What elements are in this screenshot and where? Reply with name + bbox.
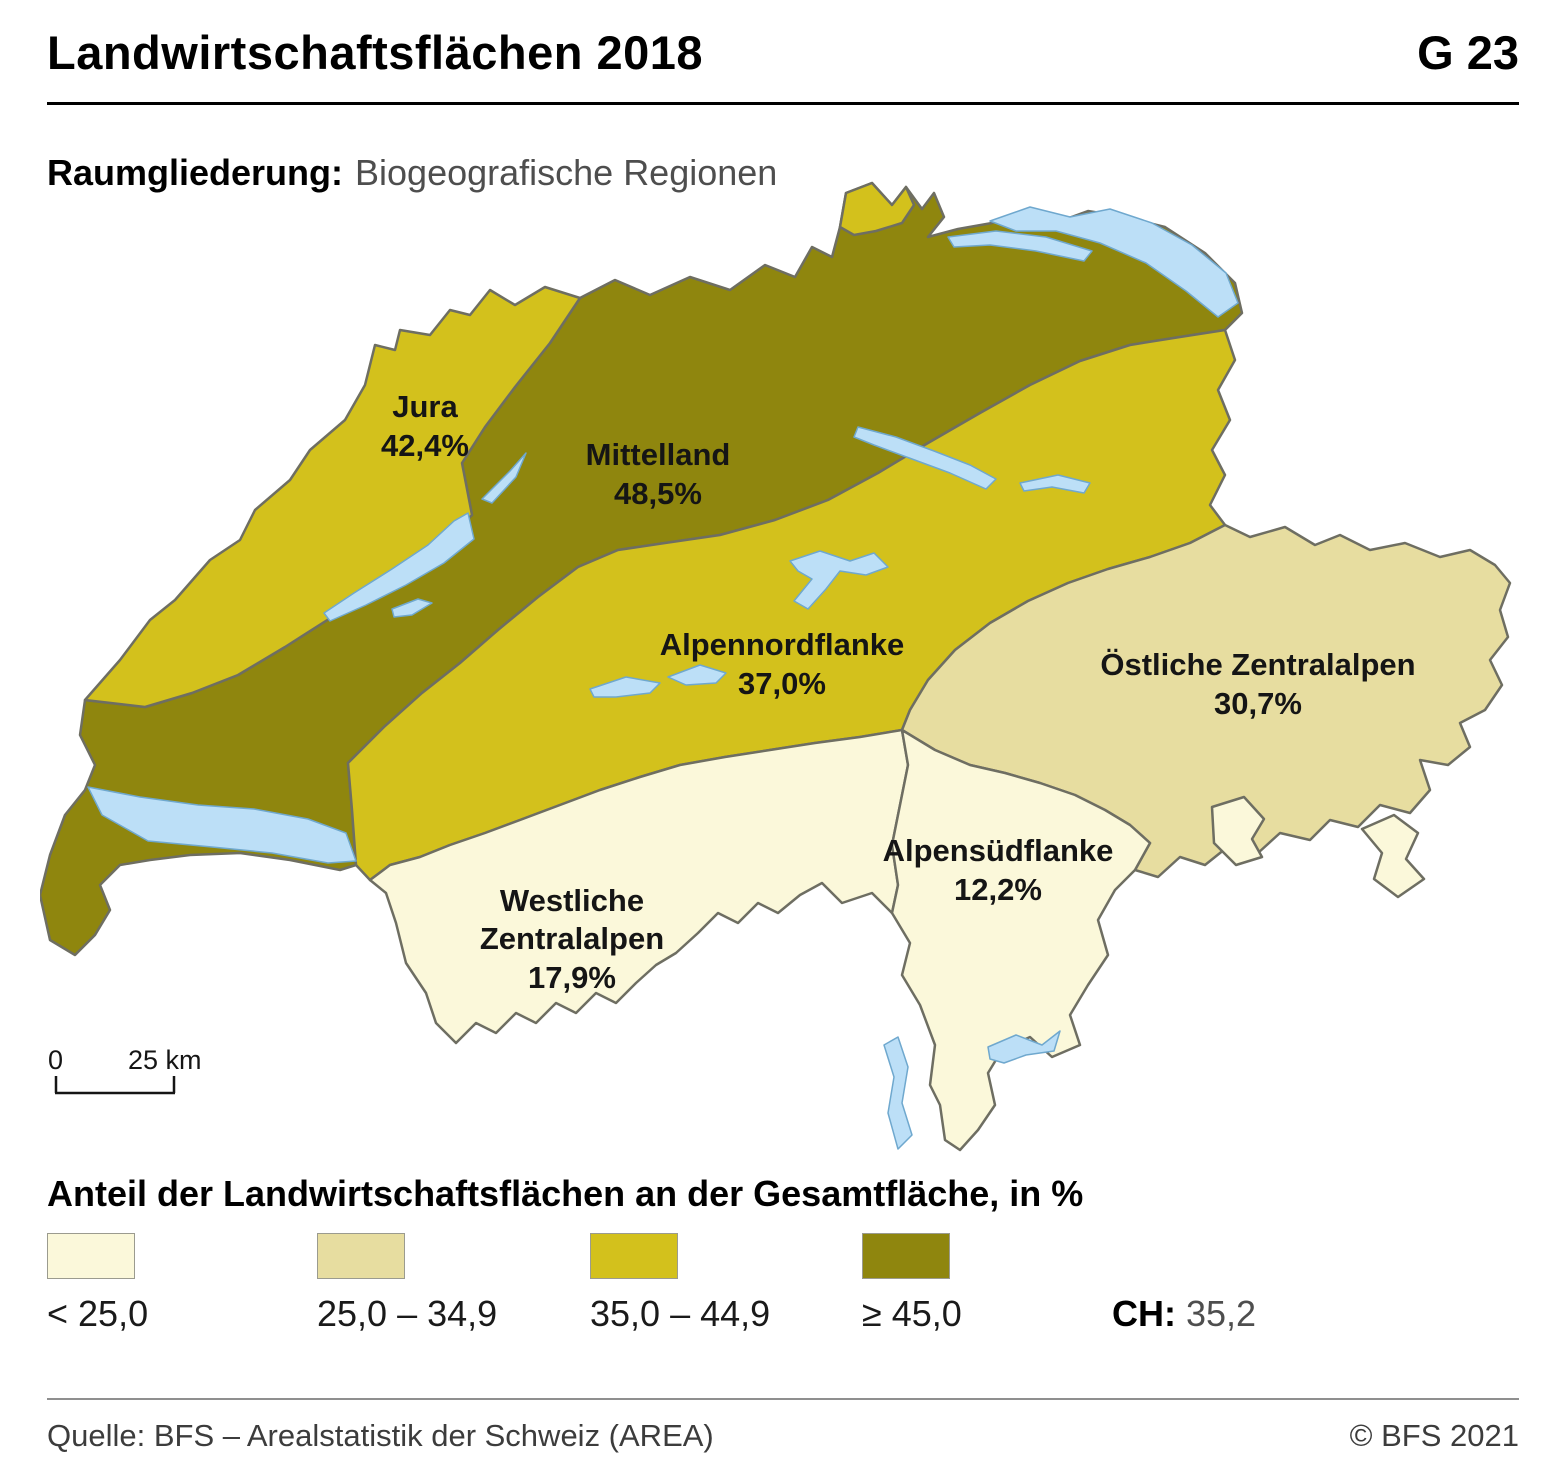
- region-westliche-zentralalpen: [368, 728, 910, 1045]
- label-westliche-zentralalpen-line1: Westliche: [500, 883, 644, 918]
- region-jura-exclave-schaffhausen: [838, 181, 916, 237]
- lake-constance-untersee: [947, 230, 1093, 262]
- scale-bar: 0 25 km: [48, 1045, 202, 1095]
- label-westliche-zentralalpen-line2: Zentralalpen: [480, 921, 664, 956]
- legend-swatch-lt-25: [47, 1233, 135, 1279]
- lake-walensee: [1019, 474, 1091, 494]
- lake-thun: [589, 676, 661, 698]
- footer-rule: [47, 1398, 1519, 1400]
- footer-source: Quelle: BFS – Arealstatistik der Schweiz…: [47, 1418, 714, 1453]
- map-regions: [40, 181, 1512, 1152]
- lake-geneva: [87, 786, 357, 864]
- region-alpensuedflanke-exclave-puschlav: [1210, 795, 1266, 867]
- subtitle: Raumgliederung: Biogeografische Regionen: [47, 152, 777, 194]
- scale-zero-label: 0: [48, 1045, 63, 1075]
- legend-swatch-35-44: [590, 1233, 678, 1279]
- scale-distance-label: 25 km: [128, 1045, 202, 1075]
- legend-label-25-34: 25,0 – 34,9: [317, 1293, 498, 1334]
- lake-neuchatel: [323, 512, 475, 622]
- lake-lugano: [987, 1030, 1061, 1064]
- label-oestliche-zentralalpen-name: Östliche Zentralalpen: [1100, 647, 1415, 682]
- footer-copyright: © BFS 2021: [1349, 1418, 1519, 1453]
- region-oestliche-zentralalpen: [900, 523, 1512, 879]
- label-mittelland-value: 48,5%: [614, 476, 702, 511]
- label-mittelland-name: Mittelland: [586, 437, 731, 472]
- legend-label-gte-45: ≥ 45,0: [862, 1293, 962, 1334]
- label-alpensuedflanke-value: 12,2%: [954, 872, 1042, 907]
- legend-label-lt-25: < 25,0: [47, 1293, 149, 1334]
- label-westliche-zentralalpen-value: 17,9%: [528, 960, 616, 995]
- label-jura-value: 42,4%: [381, 428, 469, 463]
- lake-constance: [989, 206, 1239, 318]
- lake-lucerne: [789, 550, 889, 610]
- label-alpennordflanke-value: 37,0%: [738, 666, 826, 701]
- subtitle-value: Biogeografische Regionen: [355, 152, 778, 193]
- ch-value: 35,2: [1185, 1293, 1257, 1334]
- legend-title: Anteil der Landwirtschaftsflächen an der…: [47, 1173, 1084, 1214]
- subtitle-label: Raumgliederung:: [47, 152, 344, 193]
- legend-label-35-44: 35,0 – 44,9: [590, 1293, 771, 1334]
- lake-brienz: [667, 664, 727, 686]
- header-rule: [47, 102, 1519, 105]
- map-labels: Jura 42,4% Mittelland 48,5% Alpennordfla…: [381, 389, 1416, 995]
- map-lakes: [87, 206, 1239, 1150]
- graphic-id: G 23: [1417, 26, 1519, 79]
- switzerland-map: Jura 42,4% Mittelland 48,5% Alpennordfla…: [40, 181, 1512, 1152]
- lake-murten: [391, 598, 433, 618]
- label-jura-name: Jura: [392, 389, 458, 424]
- lake-maggiore: [883, 1036, 913, 1150]
- lake-zurich: [853, 426, 997, 490]
- ch-label: CH:: [1112, 1293, 1176, 1334]
- region-alpensuedflanke-exclave-muenstertal: [1360, 813, 1426, 899]
- legend-swatch-25-34: [317, 1233, 405, 1279]
- ch-total: CH: 35,2: [1112, 1293, 1256, 1335]
- lake-biel: [481, 452, 527, 504]
- label-alpensuedflanke-name: Alpensüdflanke: [883, 833, 1114, 868]
- label-oestliche-zentralalpen-value: 30,7%: [1214, 686, 1302, 721]
- label-alpennordflanke-name: Alpennordflanke: [660, 627, 905, 662]
- legend-swatch-gte-45: [862, 1233, 950, 1279]
- page-title: Landwirtschaftsflächen 2018: [47, 26, 704, 79]
